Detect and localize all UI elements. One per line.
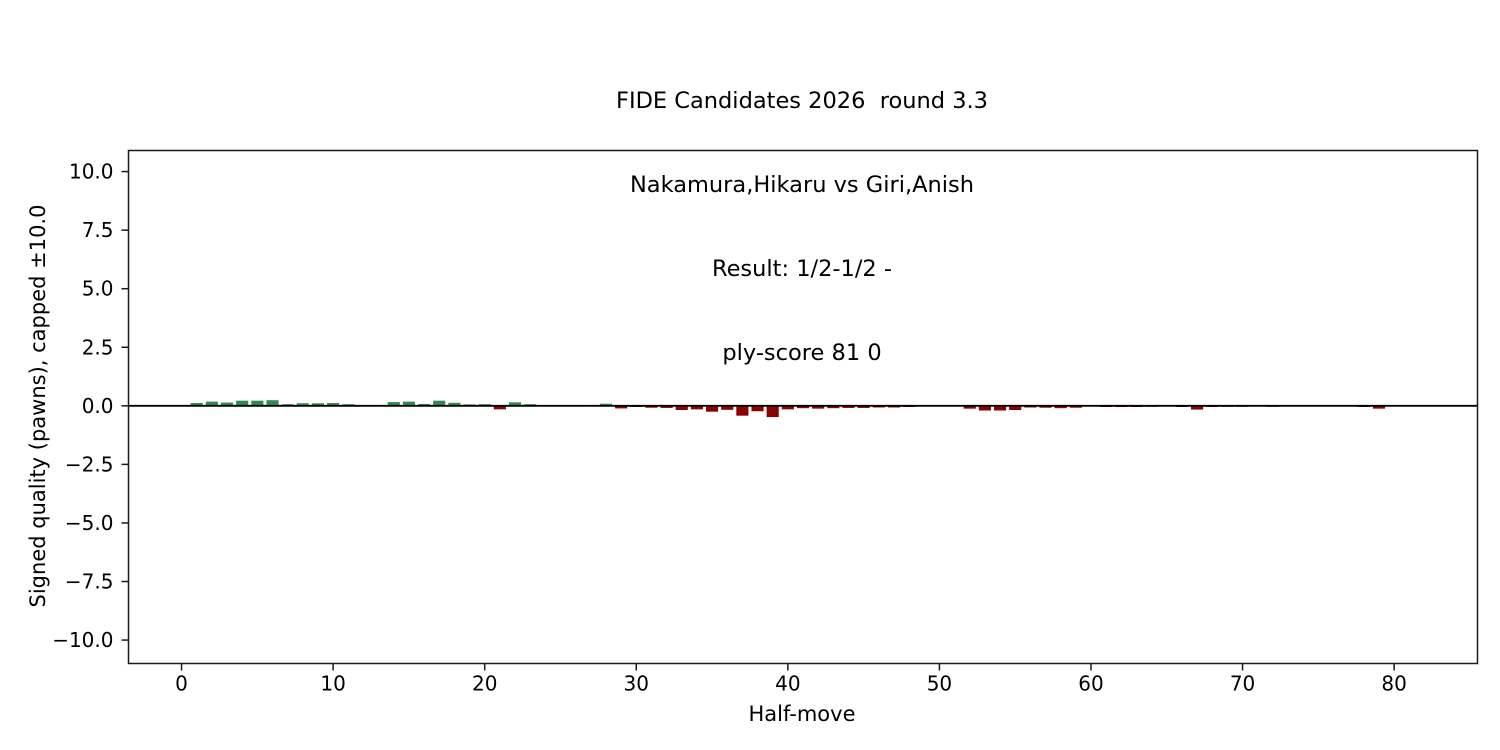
bar [751,405,764,412]
bar [615,405,628,409]
chart-title: FIDE Candidates 2026 round 3.3 Nakamura,… [616,31,988,395]
bar [1009,405,1022,411]
y-tick-label: −7.5 [65,570,114,594]
bar [1372,405,1386,409]
bar [296,403,309,406]
bar [599,403,613,406]
y-tick-label: 10.0 [69,160,114,184]
y-tick-label: −10.0 [52,628,113,652]
bar [645,405,658,408]
bar [402,401,415,406]
bar [660,405,673,408]
x-tick-label: 40 [775,672,800,696]
bar [1054,405,1067,409]
bar [690,405,703,410]
y-tick-label: −2.5 [65,452,114,476]
bar [736,405,749,416]
bar [266,400,279,406]
chart-title-line-2: Nakamura,Hikaru vs Giri,Anish [629,172,975,198]
y-tick-label: 5.0 [82,277,114,301]
bar [448,402,461,406]
bar [675,405,688,411]
chart-title-line-4: ply-score 81 0 [722,340,882,366]
bar [1039,405,1052,408]
bar [705,405,719,412]
bar [721,405,734,410]
bar [220,402,234,406]
x-tick-label: 50 [927,672,952,696]
bar [963,405,976,409]
bar [433,400,446,406]
bar [508,402,522,406]
bar [493,405,506,410]
y-axis-label: Signed quality (pawns), capped ±10.0 [26,204,50,608]
bar [1069,405,1082,408]
bar [1191,405,1204,410]
y-tick-label: 0.0 [82,394,114,418]
bar [327,403,340,406]
bar [993,405,1007,411]
x-tick-label: 60 [1078,672,1103,696]
bar [827,405,840,409]
bar [251,400,264,406]
bar [418,403,431,406]
bar [796,405,810,409]
plot-frame [127,149,1479,665]
x-tick-label: 30 [624,672,649,696]
y-tick-label: 7.5 [82,218,114,242]
bar [842,405,855,408]
x-axis-label: Half-move [748,702,856,726]
x-tick-label: 80 [1381,672,1406,696]
bar [978,405,991,411]
y-tick-label: 2.5 [82,335,114,359]
bar [781,405,794,410]
bar [387,402,400,406]
bar [766,405,779,418]
bar [236,400,249,406]
chart-title-line-3: Result: 1/2-1/2 - [711,256,893,282]
x-tick-label: 70 [1230,672,1255,696]
x-tick-label: 10 [320,672,345,696]
bar [857,405,870,408]
x-tick-label: 0 [175,672,188,696]
chart-title-line-1: FIDE Candidates 2026 round 3.3 [616,88,988,114]
bar [311,403,325,406]
y-tick-label: −5.0 [65,511,114,535]
bar [205,401,218,406]
bar [812,405,825,409]
x-tick-label: 20 [472,672,497,696]
bar [190,403,203,406]
